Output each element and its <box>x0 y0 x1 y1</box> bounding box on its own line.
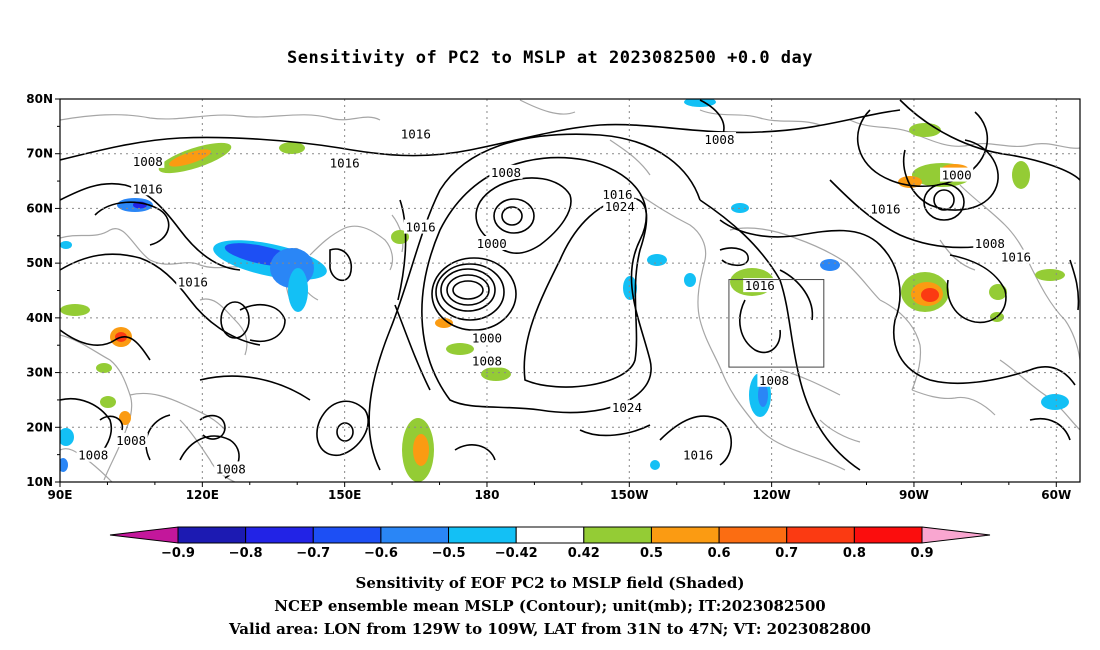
contour-label: 1008 <box>491 165 521 180</box>
colorbar-label: −0.7 <box>296 546 330 561</box>
colorbar-swatch <box>177 526 247 544</box>
contour-label: 1008 <box>133 154 163 169</box>
colorbar-swatch <box>786 526 855 544</box>
colorbar-label: −0.6 <box>364 546 398 561</box>
colorbar-swatch <box>853 526 923 544</box>
graticule <box>60 99 1080 482</box>
footer-line-1: Sensitivity of EOF PC2 to MSLP field (Sh… <box>355 574 745 592</box>
footer-line-3: Valid area: LON from 129W to 109W, LAT f… <box>229 620 871 638</box>
lon-tick-label: 150E <box>328 488 361 502</box>
lat-tick-label: 70N <box>26 147 53 161</box>
lat-tick-label: 30N <box>26 366 53 380</box>
contour-label: 1024 <box>605 199 635 214</box>
colorbar-high-triangle <box>921 526 991 544</box>
contour-label: 1016 <box>745 278 775 293</box>
colorbar-swatch <box>718 526 788 544</box>
contour-label: 1008 <box>156 492 186 507</box>
contour-label: 1008 <box>704 132 734 147</box>
contour-label: 1008 <box>975 236 1005 251</box>
map-title: Sensitivity of PC2 to MSLP at 2023082500… <box>286 48 813 68</box>
contour-label: 1016 <box>870 202 900 217</box>
lat-tick-label: 10N <box>26 475 53 489</box>
contour-label: 1016 <box>1001 250 1031 265</box>
contour-label: 1024 <box>612 400 642 415</box>
colorbar-label: 0.9 <box>910 546 933 561</box>
lat-axis: 80N 70N 60N 50N 40N 30N 20N 10N <box>26 92 53 489</box>
contour-label: 1000 <box>942 168 972 183</box>
colorbar-swatch <box>448 526 517 544</box>
colorbar-label: 0.42 <box>568 546 600 561</box>
lon-tick-label: 90W <box>899 488 929 502</box>
colorbar-label: 0.5 <box>640 546 663 561</box>
contour-label: 1016 <box>602 187 632 202</box>
colorbar-label: −0.5 <box>432 546 466 561</box>
contour-label: 1016 <box>406 220 436 235</box>
contour-label: 1008 <box>759 373 789 388</box>
colorbar-swatch <box>312 526 382 544</box>
lon-tick-label: 120E <box>186 488 219 502</box>
valid-area-box <box>728 279 825 368</box>
sensitivity-shading <box>60 99 1069 482</box>
lat-tick-label: 40N <box>26 311 53 325</box>
contour-label: 1008 <box>116 433 146 448</box>
colorbar-swatch <box>650 526 720 544</box>
lat-tick-label: 60N <box>26 201 53 215</box>
contour-label: 1016 <box>683 448 713 463</box>
lon-tick-label: 90E <box>48 488 73 502</box>
mslp-contours <box>60 99 1080 479</box>
lat-tick-label: 20N <box>26 420 53 434</box>
contour-label: 1016 <box>178 274 208 289</box>
contour-label: 1016 <box>330 156 360 171</box>
lat-tick-label: 50N <box>26 256 53 270</box>
colorbar-swatch <box>245 526 314 544</box>
contour-label: 1000 <box>477 236 507 251</box>
colorbar-label: −0.8 <box>229 546 263 561</box>
contour-label: 1016 <box>133 181 163 196</box>
contour-label: 1008 <box>78 448 108 463</box>
colorbar-labels: −0.9 −0.8 −0.7 −0.6 −0.5 −0.42 0.42 0.5 0.6 0.7 0.… <box>161 546 933 561</box>
contour-label: 1000 <box>472 331 502 346</box>
colorbar-swatch <box>583 526 652 544</box>
footer-line-2: NCEP ensemble mean MSLP (Contour); unit(… <box>274 597 826 615</box>
colorbar-label: 0.7 <box>775 546 798 561</box>
lon-axis: 90E 120E 150E 180 150W 120W 90W 60W <box>48 488 1072 502</box>
lat-tick-label: 80N <box>26 92 53 106</box>
lon-tick-label: 180 <box>474 488 499 502</box>
colorbar-label: 0.6 <box>708 546 731 561</box>
colorbar-label: −0.42 <box>495 546 538 561</box>
colorbar <box>109 526 991 544</box>
plot-area: 1016100810081016100810001016101610161024… <box>60 99 1080 507</box>
colorbar-label: −0.9 <box>161 546 195 561</box>
contour-label: 1016 <box>401 127 431 142</box>
lon-tick-label: 150W <box>610 488 648 502</box>
contour-labels: 1016100810081016100810001016101610161024… <box>76 126 1033 507</box>
colorbar-swatch <box>515 526 585 544</box>
colorbar-low-triangle <box>109 526 179 544</box>
contour-label: 1008 <box>216 461 246 476</box>
lon-tick-label: 60W <box>1041 488 1071 502</box>
colorbar-label: 0.8 <box>843 546 866 561</box>
colorbar-swatch <box>380 526 450 544</box>
lon-tick-label: 120W <box>752 488 790 502</box>
contour-label: 1008 <box>472 354 502 369</box>
